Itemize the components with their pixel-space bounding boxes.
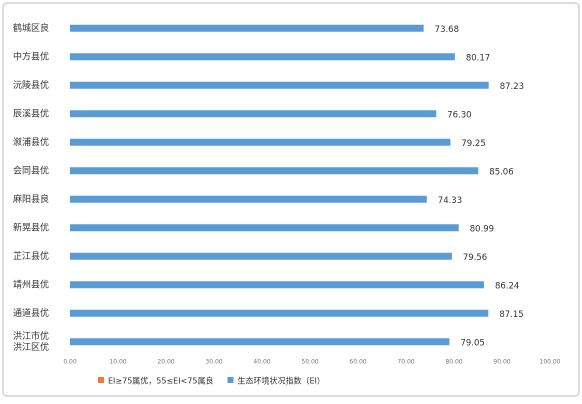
bar	[70, 81, 489, 89]
bar	[70, 138, 451, 146]
y-tick-label: 洪江市优	[13, 330, 49, 342]
x-tick-label: 90.00	[493, 359, 510, 366]
bar	[70, 167, 479, 175]
y-tick-label: 会同县优	[13, 164, 49, 176]
bar	[70, 252, 452, 260]
bar	[70, 110, 437, 118]
value-label: 79.56	[463, 253, 487, 263]
value-label: 87.15	[499, 310, 523, 320]
y-tick-label: 辰溪县优	[13, 107, 49, 119]
y-tick-label: 麻阳县良	[13, 193, 49, 205]
x-tick-label: 10.00	[109, 359, 126, 366]
x-tick-label: 60.00	[349, 359, 366, 366]
value-label: 73.68	[435, 25, 459, 35]
bar	[70, 195, 427, 203]
y-tick-label: 通道县优	[13, 307, 49, 319]
value-label: 87.23	[500, 82, 524, 92]
y-tick-label: 鹤城区良	[13, 22, 49, 34]
x-tick-label: 0.00	[63, 359, 77, 366]
bar	[70, 224, 459, 232]
legend-swatch	[227, 377, 234, 383]
y-tick-label: 中方县优	[13, 50, 49, 62]
y-tick-label: 沅陵县优	[13, 79, 49, 91]
y-tick-label: 靖州县优	[13, 278, 49, 290]
y-tick-label: 洪江区优	[13, 341, 49, 353]
value-label: 74.33	[438, 196, 462, 206]
x-tick-label: 20.00	[157, 359, 174, 366]
value-label: 80.17	[466, 53, 490, 63]
y-tick-label: 新晃县优	[13, 221, 49, 233]
x-tick-label: 100.00	[540, 359, 561, 366]
bar	[70, 53, 455, 61]
value-label: 86.24	[495, 281, 519, 291]
bar	[70, 309, 489, 317]
bar	[70, 338, 450, 346]
x-tick-label: 80.00	[445, 359, 462, 366]
y-tick-label: 芷江县优	[13, 250, 49, 262]
bar	[70, 24, 424, 32]
y-tick-label: 溆浦县优	[13, 136, 49, 148]
value-label: 80.99	[470, 224, 494, 234]
value-label: 85.06	[489, 167, 513, 177]
legend-label: 生态环境状况指数（EI）	[237, 376, 324, 386]
value-label: 79.25	[461, 139, 485, 149]
value-label: 76.30	[447, 110, 471, 120]
x-tick-label: 30.00	[205, 359, 222, 366]
value-label: 79.05	[460, 338, 484, 348]
legend-swatch	[98, 377, 104, 383]
x-tick-label: 70.00	[397, 359, 414, 366]
x-tick-label: 50.00	[301, 359, 318, 366]
legend-label: EI≥75属优，55≤EI<75属良	[108, 376, 213, 386]
x-tick-label: 40.00	[253, 359, 270, 366]
bar	[70, 281, 484, 289]
